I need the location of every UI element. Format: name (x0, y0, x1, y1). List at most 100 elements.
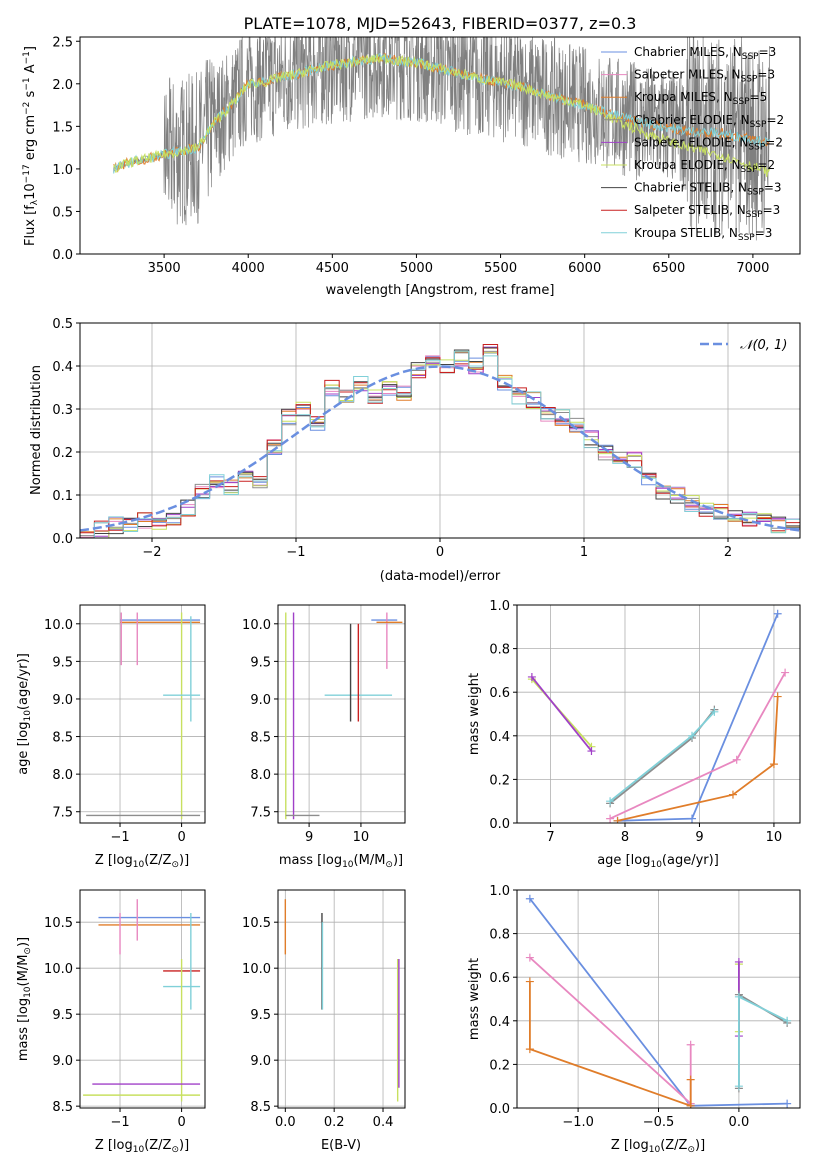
axis-label-part: ⊙ (385, 860, 393, 870)
x-tick-label: 8 (621, 830, 629, 845)
x-axis-label: Z [log10(Z/Z⊙)] (95, 853, 189, 870)
histogram-step (80, 350, 800, 538)
y-tick-label: 0.6 (489, 971, 510, 986)
y-tick-label: 9.5 (250, 655, 271, 670)
y-tick-label: 0.2 (489, 773, 510, 788)
axis-label-part: Salpeter MILES, N (634, 68, 741, 82)
plot-area (525, 894, 792, 1108)
legend-label: 𝒩(0, 1) (740, 338, 787, 353)
axis-label-part: Kroupa ELODIE, N (634, 158, 741, 172)
axis-label-part: 10 (649, 1145, 661, 1155)
axis-label-part: (M/M (354, 853, 386, 868)
axis-label-part: Chabrier MILES, N (634, 45, 742, 59)
y-tick-label: 8.5 (52, 731, 73, 746)
x-tick-label: 1 (580, 545, 588, 560)
data-point (773, 609, 782, 618)
x-tick-label: 10 (353, 830, 370, 845)
plot-area (86, 612, 201, 820)
x-axis-label: wavelength [Angstrom, rest frame] (326, 283, 555, 298)
legend-label: Chabrier MILES, NSSP=3 (634, 45, 776, 62)
y-tick-label: 0.2 (489, 1058, 510, 1073)
axis-label-part: Salpeter ELODIE, N (634, 135, 748, 149)
x-axis-label: age [log10(age/yr)] (597, 853, 719, 870)
y-tick-label: 7.5 (52, 806, 73, 821)
y-axis-label: mass weight (467, 958, 482, 1040)
axis-label-part: erg cm (23, 115, 38, 164)
y-tick-label: 9.5 (52, 655, 73, 670)
x-tick-label: 7000 (736, 261, 769, 276)
series-line (738, 995, 788, 1087)
data-point (686, 1075, 695, 1084)
x-tick-label: 0 (436, 545, 444, 560)
x-tick-label: 3500 (148, 261, 181, 276)
data-spectrum (113, 37, 771, 241)
axis-label-part: SSP (741, 75, 758, 85)
x-tick-label: 6000 (568, 261, 601, 276)
y-axis-label: age [log10(age/yr)] (16, 653, 33, 775)
data-point (769, 760, 778, 769)
axis-label-part: =3 (757, 68, 775, 82)
y-tick-label: 9.0 (52, 1054, 73, 1069)
y-tick-label: 1.0 (489, 884, 510, 899)
y-tick-label: 0.8 (489, 928, 510, 943)
x-axis-label: Z [log10(Z/Z⊙)] (611, 1138, 705, 1155)
x-tick-label: 0 (177, 830, 185, 845)
y-tick-label: 8.0 (52, 768, 73, 783)
legend-label: Chabrier STELIB, NSSP=3 (634, 181, 782, 198)
series-line (531, 676, 593, 752)
data-point (606, 814, 615, 823)
axis-label-part: Kroupa STELIB, N (634, 226, 738, 240)
axis-label-part: Z [log (95, 1138, 133, 1153)
axis-label-part: )] (695, 1138, 705, 1153)
axis-label-part: −2 (22, 102, 32, 115)
series-line (617, 696, 779, 822)
x-tick-label: 9 (305, 830, 313, 845)
axis-label-part: Z [log (611, 1138, 649, 1153)
data-point (781, 668, 790, 677)
data-point (587, 747, 596, 756)
axis-label-part: 10 (650, 860, 662, 870)
panel-z_age: −1 07.58.08.59.09.510.0Z [log10(Z/Z⊙)]age… (16, 604, 206, 870)
axis-label-part: Salpeter STELIB, N (634, 203, 746, 217)
axes-frame (79, 889, 206, 1109)
axis-label-part: 10 (23, 986, 33, 998)
axis-label-part: SSP (741, 165, 758, 175)
y-tick-label: 10.0 (44, 962, 73, 977)
plot-area (80, 344, 800, 538)
axis-label-part: )] (393, 853, 403, 868)
plot-area (113, 37, 771, 241)
axis-label-part: SSP (747, 188, 764, 198)
y-tick-label: 0.0 (489, 817, 510, 832)
x-tick-label: −1 (110, 1115, 129, 1130)
axis-label-part: −17 (22, 164, 32, 183)
y-tick-label: 0.6 (489, 686, 510, 701)
x-tick-label: 0.0 (729, 1115, 750, 1130)
y-tick-label: 0.5 (52, 317, 73, 332)
legend-label: Salpeter STELIB, NSSP=3 (634, 203, 780, 220)
x-tick-label: −0.5 (643, 1115, 675, 1130)
data-point (613, 816, 622, 823)
axis-label-part: )] (179, 1138, 189, 1153)
y-tick-label: 0.2 (52, 446, 73, 461)
y-tick-label: 0.4 (52, 360, 73, 375)
axis-label-part: =3 (763, 203, 781, 217)
axis-label-part: age [log (597, 853, 650, 868)
axis-label-part: )] (179, 853, 189, 868)
axis-label-part: −1 (22, 77, 32, 90)
x-tick-label: 0 (177, 1115, 185, 1130)
y-tick-label: 9.5 (250, 1008, 271, 1023)
series-line (529, 956, 692, 1106)
axis-label-part: (Z/Z (660, 1138, 687, 1153)
axis-label-part: SSP (750, 120, 767, 130)
axis-label-part: =5 (750, 90, 768, 104)
data-point (734, 957, 743, 966)
data-point (783, 1016, 792, 1025)
axis-label-part: SSP (746, 210, 763, 220)
y-tick-label: 0.5 (52, 205, 73, 220)
x-axis-label: mass [log10(M/M⊙)] (279, 853, 403, 870)
axis-label-part: 10 (23, 710, 33, 722)
figure-title: PLATE=1078, MJD=52643, FIBERID=0377, z=0… (244, 14, 637, 33)
y-tick-label: 10.0 (44, 618, 73, 633)
